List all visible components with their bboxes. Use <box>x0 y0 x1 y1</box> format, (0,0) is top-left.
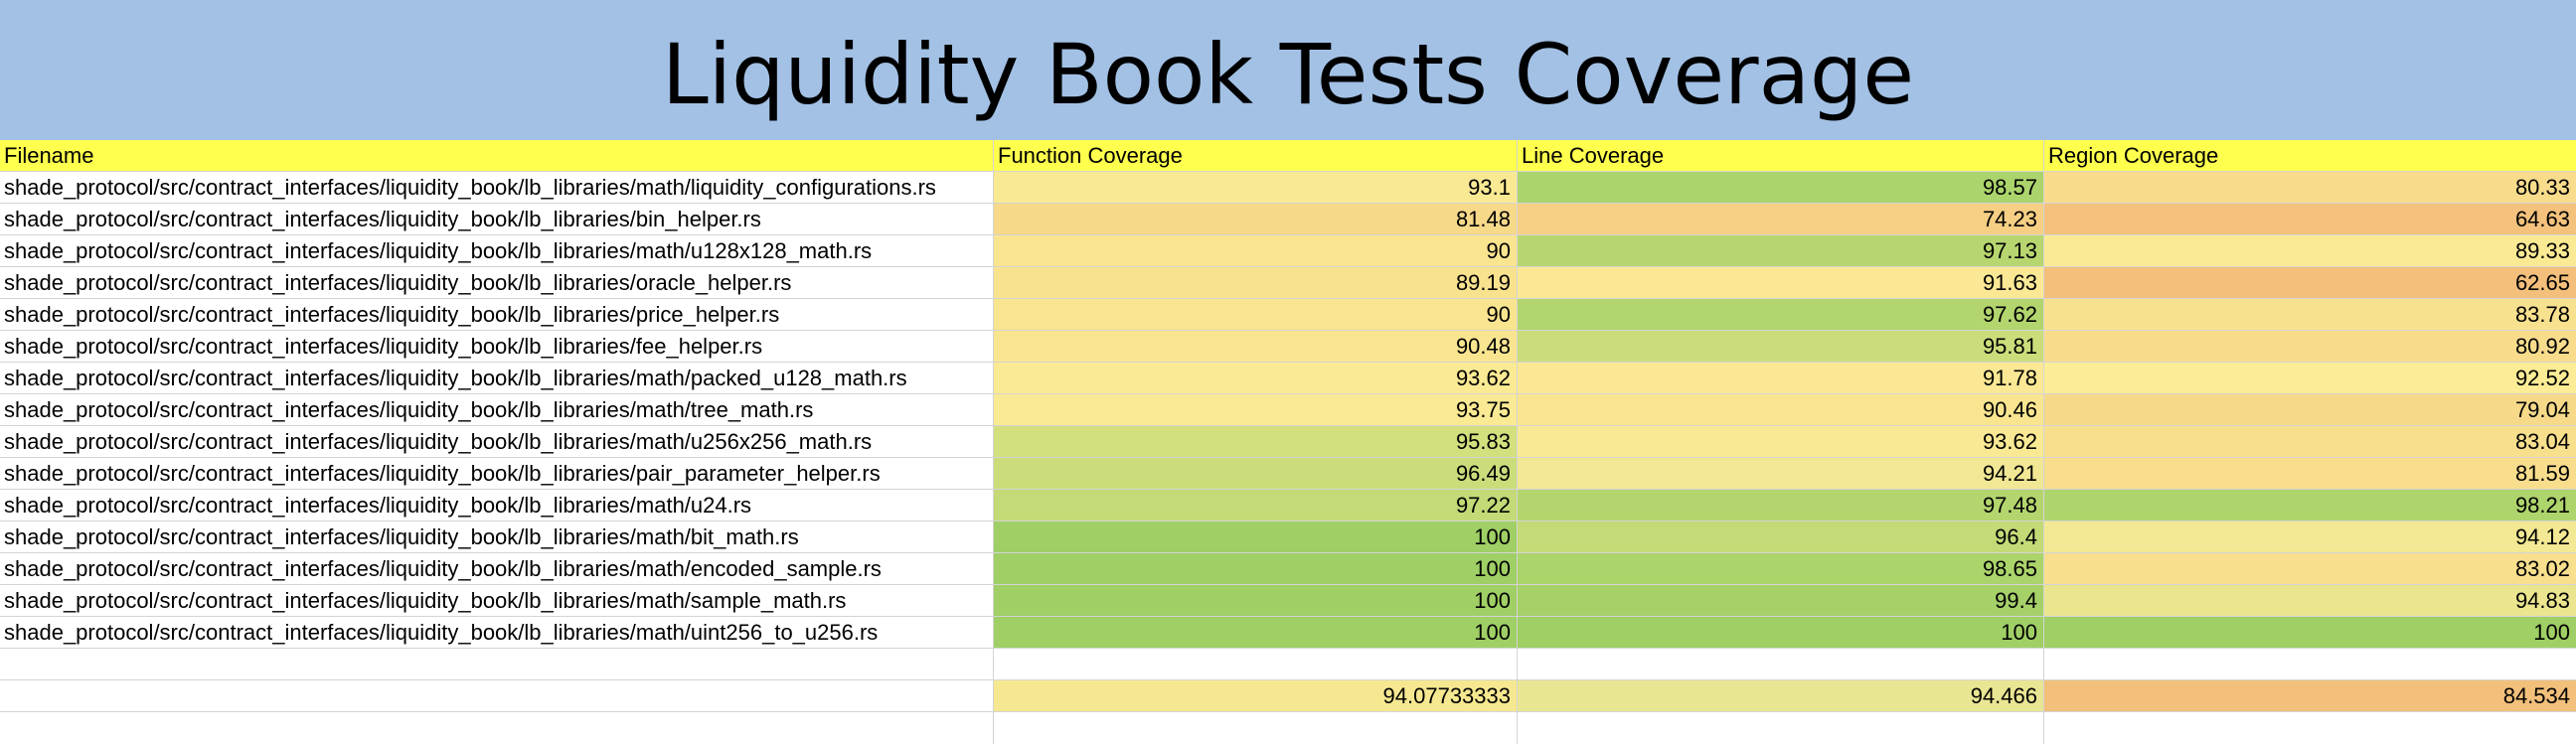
header-filename[interactable]: Filename <box>0 140 994 171</box>
filename-cell[interactable]: shade_protocol/src/contract_interfaces/l… <box>0 267 994 298</box>
line-coverage-cell[interactable]: 96.4 <box>1518 521 2044 552</box>
table-row: shade_protocol/src/contract_interfaces/l… <box>0 331 2576 363</box>
function-coverage-cell[interactable]: 81.48 <box>994 204 1518 234</box>
table-row: shade_protocol/src/contract_interfaces/l… <box>0 204 2576 235</box>
filename-cell[interactable]: shade_protocol/src/contract_interfaces/l… <box>0 363 994 393</box>
line-coverage-cell[interactable]: 94.21 <box>1518 458 2044 489</box>
table-row: shade_protocol/src/contract_interfaces/l… <box>0 490 2576 521</box>
line-coverage-cell[interactable]: 91.63 <box>1518 267 2044 298</box>
empty-cell[interactable] <box>1518 712 2044 744</box>
table-row: shade_protocol/src/contract_interfaces/l… <box>0 553 2576 585</box>
filename-cell[interactable]: shade_protocol/src/contract_interfaces/l… <box>0 553 994 584</box>
function-coverage-cell[interactable]: 95.83 <box>994 426 1518 457</box>
region-coverage-cell[interactable]: 62.65 <box>2044 267 2576 298</box>
filename-cell[interactable]: shade_protocol/src/contract_interfaces/l… <box>0 172 994 203</box>
table-row: shade_protocol/src/contract_interfaces/l… <box>0 363 2576 394</box>
filename-cell[interactable]: shade_protocol/src/contract_interfaces/l… <box>0 521 994 552</box>
table-row: shade_protocol/src/contract_interfaces/l… <box>0 426 2576 458</box>
function-coverage-cell[interactable]: 93.75 <box>994 394 1518 425</box>
empty-cell[interactable] <box>1518 649 2044 679</box>
function-coverage-cell[interactable]: 89.19 <box>994 267 1518 298</box>
filename-cell[interactable]: shade_protocol/src/contract_interfaces/l… <box>0 426 994 457</box>
table-body: shade_protocol/src/contract_interfaces/l… <box>0 172 2576 649</box>
line-coverage-cell[interactable]: 97.13 <box>1518 235 2044 266</box>
region-coverage-cell[interactable]: 83.02 <box>2044 553 2576 584</box>
filename-cell[interactable]: shade_protocol/src/contract_interfaces/l… <box>0 331 994 362</box>
region-coverage-cell[interactable]: 98.21 <box>2044 490 2576 521</box>
table-row: shade_protocol/src/contract_interfaces/l… <box>0 394 2576 426</box>
header-row: Filename Function Coverage Line Coverage… <box>0 140 2576 172</box>
table-row: shade_protocol/src/contract_interfaces/l… <box>0 235 2576 267</box>
title-banner: Liquidity Book Tests Coverage <box>0 0 2576 140</box>
page-title: Liquidity Book Tests Coverage <box>661 25 1915 123</box>
function-coverage-cell[interactable]: 93.62 <box>994 363 1518 393</box>
total-function-coverage[interactable]: 94.07733333 <box>994 680 1518 711</box>
table-row: shade_protocol/src/contract_interfaces/l… <box>0 267 2576 299</box>
table-row: shade_protocol/src/contract_interfaces/l… <box>0 458 2576 490</box>
region-coverage-cell[interactable]: 94.12 <box>2044 521 2576 552</box>
total-line-coverage[interactable]: 94.466 <box>1518 680 2044 711</box>
region-coverage-cell[interactable]: 83.78 <box>2044 299 2576 330</box>
region-coverage-cell[interactable]: 100 <box>2044 617 2576 648</box>
function-coverage-cell[interactable]: 100 <box>994 521 1518 552</box>
region-coverage-cell[interactable]: 80.92 <box>2044 331 2576 362</box>
line-coverage-cell[interactable]: 74.23 <box>1518 204 2044 234</box>
empty-row <box>0 712 2576 744</box>
line-coverage-cell[interactable]: 90.46 <box>1518 394 2044 425</box>
filename-cell[interactable]: shade_protocol/src/contract_interfaces/l… <box>0 235 994 266</box>
totals-row: 94.07733333 94.466 84.534 <box>0 680 2576 712</box>
filename-cell[interactable]: shade_protocol/src/contract_interfaces/l… <box>0 394 994 425</box>
header-function-coverage[interactable]: Function Coverage <box>994 140 1518 171</box>
line-coverage-cell[interactable]: 97.48 <box>1518 490 2044 521</box>
function-coverage-cell[interactable]: 90 <box>994 299 1518 330</box>
header-line-coverage[interactable]: Line Coverage <box>1518 140 2044 171</box>
header-region-coverage[interactable]: Region Coverage <box>2044 140 2576 171</box>
line-coverage-cell[interactable]: 99.4 <box>1518 585 2044 616</box>
line-coverage-cell[interactable]: 100 <box>1518 617 2044 648</box>
line-coverage-cell[interactable]: 98.57 <box>1518 172 2044 203</box>
function-coverage-cell[interactable]: 100 <box>994 553 1518 584</box>
region-coverage-cell[interactable]: 79.04 <box>2044 394 2576 425</box>
function-coverage-cell[interactable]: 90.48 <box>994 331 1518 362</box>
filename-cell[interactable]: shade_protocol/src/contract_interfaces/l… <box>0 204 994 234</box>
function-coverage-cell[interactable]: 93.1 <box>994 172 1518 203</box>
function-coverage-cell[interactable]: 100 <box>994 617 1518 648</box>
region-coverage-cell[interactable]: 83.04 <box>2044 426 2576 457</box>
filename-cell[interactable]: shade_protocol/src/contract_interfaces/l… <box>0 585 994 616</box>
region-coverage-cell[interactable]: 64.63 <box>2044 204 2576 234</box>
line-coverage-cell[interactable]: 93.62 <box>1518 426 2044 457</box>
function-coverage-cell[interactable]: 90 <box>994 235 1518 266</box>
empty-cell[interactable] <box>994 649 1518 679</box>
empty-cell[interactable] <box>994 712 1518 744</box>
empty-cell[interactable] <box>0 649 994 679</box>
empty-cell[interactable] <box>0 712 994 744</box>
region-coverage-cell[interactable]: 81.59 <box>2044 458 2576 489</box>
line-coverage-cell[interactable]: 98.65 <box>1518 553 2044 584</box>
line-coverage-cell[interactable]: 91.78 <box>1518 363 2044 393</box>
empty-row <box>0 649 2576 680</box>
function-coverage-cell[interactable]: 100 <box>994 585 1518 616</box>
total-region-coverage[interactable]: 84.534 <box>2044 680 2576 711</box>
region-coverage-cell[interactable]: 89.33 <box>2044 235 2576 266</box>
region-coverage-cell[interactable]: 92.52 <box>2044 363 2576 393</box>
line-coverage-cell[interactable]: 97.62 <box>1518 299 2044 330</box>
filename-cell[interactable]: shade_protocol/src/contract_interfaces/l… <box>0 299 994 330</box>
table-row: shade_protocol/src/contract_interfaces/l… <box>0 521 2576 553</box>
empty-cell[interactable] <box>2044 649 2576 679</box>
filename-cell[interactable]: shade_protocol/src/contract_interfaces/l… <box>0 617 994 648</box>
filename-cell[interactable]: shade_protocol/src/contract_interfaces/l… <box>0 458 994 489</box>
function-coverage-cell[interactable]: 96.49 <box>994 458 1518 489</box>
table-row: shade_protocol/src/contract_interfaces/l… <box>0 299 2576 331</box>
table-row: shade_protocol/src/contract_interfaces/l… <box>0 172 2576 204</box>
region-coverage-cell[interactable]: 80.33 <box>2044 172 2576 203</box>
coverage-table: Filename Function Coverage Line Coverage… <box>0 140 2576 744</box>
empty-cell[interactable] <box>2044 712 2576 744</box>
table-row: shade_protocol/src/contract_interfaces/l… <box>0 585 2576 617</box>
function-coverage-cell[interactable]: 97.22 <box>994 490 1518 521</box>
filename-cell[interactable]: shade_protocol/src/contract_interfaces/l… <box>0 490 994 521</box>
totals-label-cell[interactable] <box>0 680 994 711</box>
table-row: shade_protocol/src/contract_interfaces/l… <box>0 617 2576 649</box>
region-coverage-cell[interactable]: 94.83 <box>2044 585 2576 616</box>
line-coverage-cell[interactable]: 95.81 <box>1518 331 2044 362</box>
